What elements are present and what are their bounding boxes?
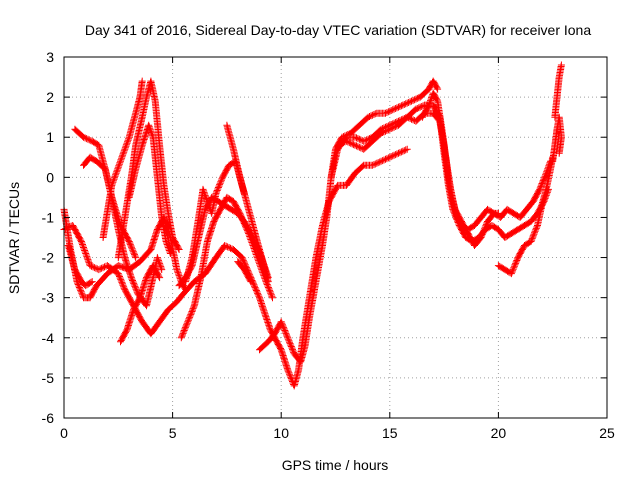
axis-ticks: [63, 56, 608, 419]
series-track-13: [223, 121, 248, 197]
series-track-14: [234, 258, 255, 286]
series-track-19: [494, 153, 557, 278]
x-tick-label: 15: [382, 425, 398, 441]
y-tick-label: -2: [42, 250, 55, 266]
series-marks: [223, 121, 248, 197]
series-marks: [418, 89, 502, 249]
y-tick-label: 1: [46, 129, 54, 145]
series-track-6: [117, 262, 164, 346]
series-track-2: [64, 242, 96, 290]
y-tick-label: -5: [42, 370, 55, 386]
y-tick-label: -1: [42, 209, 55, 225]
series-track-21: [551, 61, 565, 121]
y-axis-title: SDTVAR / TECUs: [6, 182, 22, 294]
series-marks: [125, 121, 174, 257]
x-axis-title: GPS time / hours: [282, 457, 389, 473]
y-tick-label: -4: [42, 330, 55, 346]
y-tick-label: 2: [46, 89, 54, 105]
series-marks: [549, 113, 565, 165]
chart-title: Day 341 of 2016, Sidereal Day-to-day VTE…: [85, 22, 592, 38]
series-marks: [114, 77, 183, 262]
series-track-20: [549, 113, 565, 165]
y-tick-label: -6: [42, 410, 55, 426]
data-series-layer: [60, 61, 565, 390]
series-marks: [551, 61, 565, 121]
series-marks: [64, 242, 96, 290]
x-tick-label: 0: [60, 425, 68, 441]
series-track-18: [418, 89, 502, 249]
series-track-8: [99, 77, 146, 241]
x-tick-label: 20: [491, 425, 507, 441]
axis-tick-labels: 0 5 10 15 20 25 -6 -5 -4 -3 -2 -1 0 1 2 3: [42, 49, 615, 441]
x-tick-label: 25: [599, 425, 615, 441]
series-track-7: [114, 77, 183, 262]
y-tick-label: 0: [46, 169, 54, 185]
y-tick-label: -3: [42, 290, 55, 306]
series-marks: [494, 153, 557, 278]
x-tick-label: 5: [169, 425, 177, 441]
x-tick-label: 10: [273, 425, 289, 441]
series-marks: [234, 258, 255, 286]
series-marks: [99, 77, 146, 241]
series-track-9: [125, 121, 174, 257]
plot-frame: [63, 56, 608, 419]
y-tick-label: 3: [46, 49, 54, 65]
series-marks: [117, 262, 164, 346]
